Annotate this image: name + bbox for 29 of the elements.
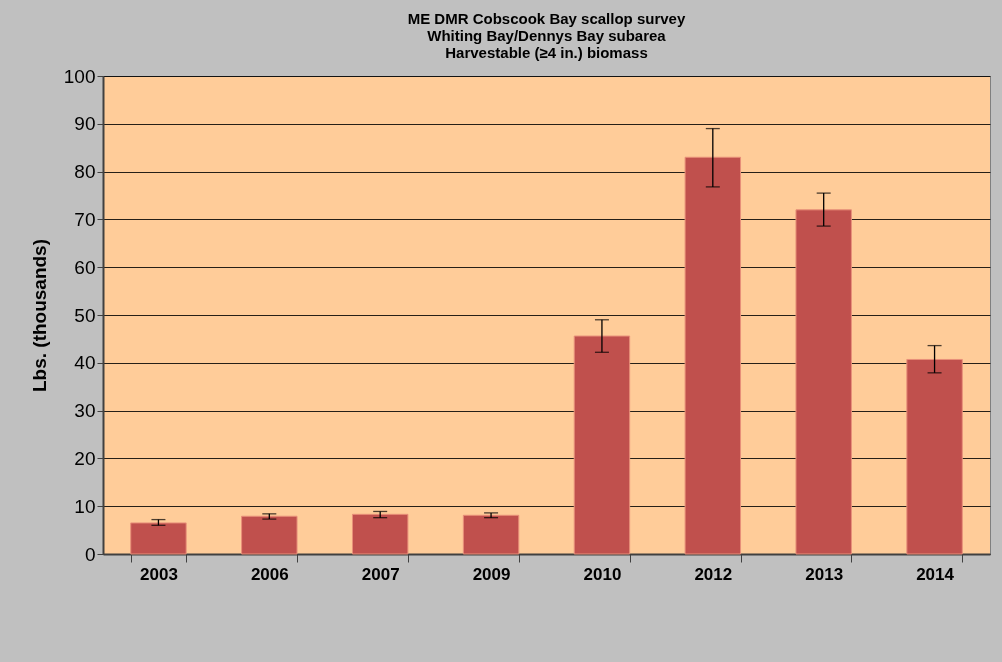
y-tick-label: 10 (74, 495, 96, 517)
x-tick-label: 2009 (472, 564, 511, 584)
x-tick-label: 2003 (140, 564, 178, 584)
bar (130, 522, 187, 555)
y-axis-title: Lbs. (thousands) (28, 238, 50, 393)
y-tick-label: 100 (63, 65, 96, 87)
y-tick-label: 50 (74, 304, 96, 326)
x-tick-label: 2013 (805, 564, 844, 584)
x-tick-label: 2012 (694, 564, 733, 584)
bar (462, 514, 520, 555)
y-tick-label: 60 (74, 256, 96, 278)
chart-title: ME DMR Cobscook Bay scallop survey Whiting Bay/Dennys Bay subarea Harvestable (≥4 in.) biomass (407, 10, 686, 61)
y-tick-label: 20 (74, 447, 96, 469)
x-tick-label: 2006 (250, 564, 289, 584)
bar (684, 156, 742, 555)
y-tick-label: 80 (74, 161, 96, 183)
bar (351, 513, 409, 555)
y-tick-label: 40 (74, 352, 96, 374)
bar (573, 335, 631, 555)
y-tick-label: 70 (74, 208, 96, 230)
bar (241, 515, 298, 555)
y-tick-label: 30 (74, 400, 96, 422)
bar (906, 358, 963, 555)
x-tick-label: 2007 (361, 564, 400, 584)
bar (795, 209, 852, 555)
x-tick-label: 2010 (583, 564, 622, 584)
x-tick-label: 2014 (916, 564, 955, 584)
y-tick-label: 0 (84, 543, 96, 565)
y-tick-label: 90 (74, 113, 96, 135)
